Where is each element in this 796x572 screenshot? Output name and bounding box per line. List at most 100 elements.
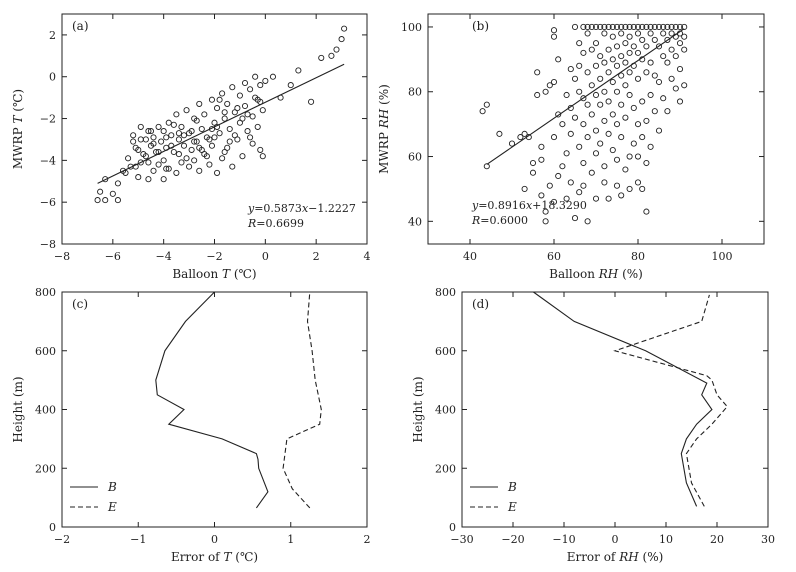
scatter-point	[580, 95, 587, 102]
scatter-point	[206, 136, 213, 143]
scatter-point	[186, 163, 193, 170]
scatter-point	[643, 43, 650, 50]
scatter-point	[241, 102, 249, 110]
profile-line-E	[613, 294, 728, 507]
x-tick-label: −2	[206, 250, 222, 263]
scatter-point	[94, 197, 101, 204]
scatter-point	[592, 40, 600, 47]
scatter-point	[221, 109, 228, 116]
scatter-point	[155, 123, 162, 130]
scatter-point	[529, 169, 537, 176]
x-tick-label: −10	[552, 533, 575, 546]
scatter-point	[630, 140, 637, 147]
scatter-point	[158, 138, 165, 145]
scatter-point	[613, 23, 621, 31]
scatter-point	[542, 88, 549, 95]
scatter-point	[580, 121, 587, 128]
y-tick-label: −2	[40, 113, 56, 126]
profile-line-B	[533, 291, 713, 507]
scatter-point	[647, 23, 654, 31]
scatter-point	[145, 159, 152, 166]
scatter-point	[651, 23, 658, 31]
plot-frame	[427, 13, 765, 245]
scatter-point	[668, 46, 675, 53]
scatter-point	[252, 94, 259, 101]
scatter-point	[168, 132, 175, 139]
scatter-point	[219, 155, 226, 162]
scatter-point	[609, 23, 616, 31]
scatter-point	[618, 192, 625, 199]
x-tick-label: 2	[364, 533, 371, 546]
scatter-point	[257, 82, 264, 89]
scatter-point	[183, 107, 190, 114]
scatter-point	[160, 176, 167, 183]
scatter-point	[597, 101, 604, 108]
scatter-point	[226, 125, 233, 133]
scatter-point	[125, 155, 132, 162]
scatter-point	[191, 138, 198, 145]
scatter-point	[622, 82, 629, 89]
x-tick-label: 1	[287, 533, 294, 546]
scatter-point	[626, 91, 633, 99]
scatter-point	[247, 134, 254, 141]
regression-line	[486, 28, 685, 165]
correlation-coefficient: R=0.6699	[247, 217, 304, 230]
y-axis-label: MWRP RH (%)	[377, 84, 391, 174]
scatter-point	[142, 136, 149, 143]
scatter-point	[508, 140, 516, 147]
panel-a-temperature-scatter: −8 −6 −4 −2 0 2 4 −8 −6 −4 −2 0 2 (a) Balloon T (℃) MWR…	[11, 13, 371, 281]
scatter-point	[193, 117, 200, 124]
scatter-point	[571, 114, 579, 121]
scatter-point	[655, 78, 663, 86]
scatter-point	[597, 23, 604, 31]
y-tick-label: 60	[408, 151, 422, 164]
y-tick-label: 0	[449, 521, 456, 534]
scatter-point	[109, 190, 116, 197]
scatter-point	[163, 134, 170, 141]
scatter-point	[597, 140, 604, 147]
scatter-point	[588, 82, 595, 89]
scatter-point	[605, 195, 612, 202]
scatter-point	[634, 153, 642, 160]
scatter-point	[165, 165, 172, 172]
scatter-point	[634, 179, 642, 186]
panel-label: (c)	[72, 297, 88, 311]
scatter-point	[639, 185, 646, 192]
scatter-point	[580, 159, 587, 167]
scatter-point	[150, 140, 157, 147]
scatter-point	[229, 163, 236, 170]
x-tick-label: 10	[659, 533, 673, 546]
scatter-point	[333, 46, 340, 53]
scatter-point	[592, 195, 600, 202]
scatter-point	[592, 23, 600, 31]
scatter-point	[580, 182, 587, 189]
scatter-point	[647, 30, 654, 37]
x-tick-label: −4	[156, 250, 172, 263]
scatter-point	[626, 69, 633, 76]
scatter-point	[175, 130, 182, 137]
scatter-point	[165, 119, 172, 126]
scatter-point	[201, 111, 208, 118]
scatter-point	[618, 134, 625, 141]
scatter-point	[559, 163, 566, 170]
scatter-point	[588, 23, 595, 31]
scatter-point	[145, 176, 152, 183]
scatter-point	[672, 23, 679, 31]
scatter-point	[609, 111, 616, 118]
scatter-point	[269, 73, 277, 80]
scatter-point	[259, 153, 266, 160]
scatter-point	[609, 33, 616, 40]
y-tick-label: 2	[49, 29, 56, 42]
scatter-point	[175, 136, 182, 143]
scatter-point	[550, 33, 558, 40]
scatter-point	[592, 91, 600, 99]
scatter-point	[613, 88, 621, 95]
x-tick-label: 80	[631, 250, 645, 263]
scatter-point	[655, 43, 663, 50]
scatter-point	[479, 108, 486, 115]
y-tick-label: 200	[435, 462, 456, 475]
x-tick-label: 4	[364, 250, 371, 263]
scatter-point	[241, 79, 249, 87]
scatter-point	[483, 101, 490, 108]
x-tick-label: 20	[710, 533, 724, 546]
